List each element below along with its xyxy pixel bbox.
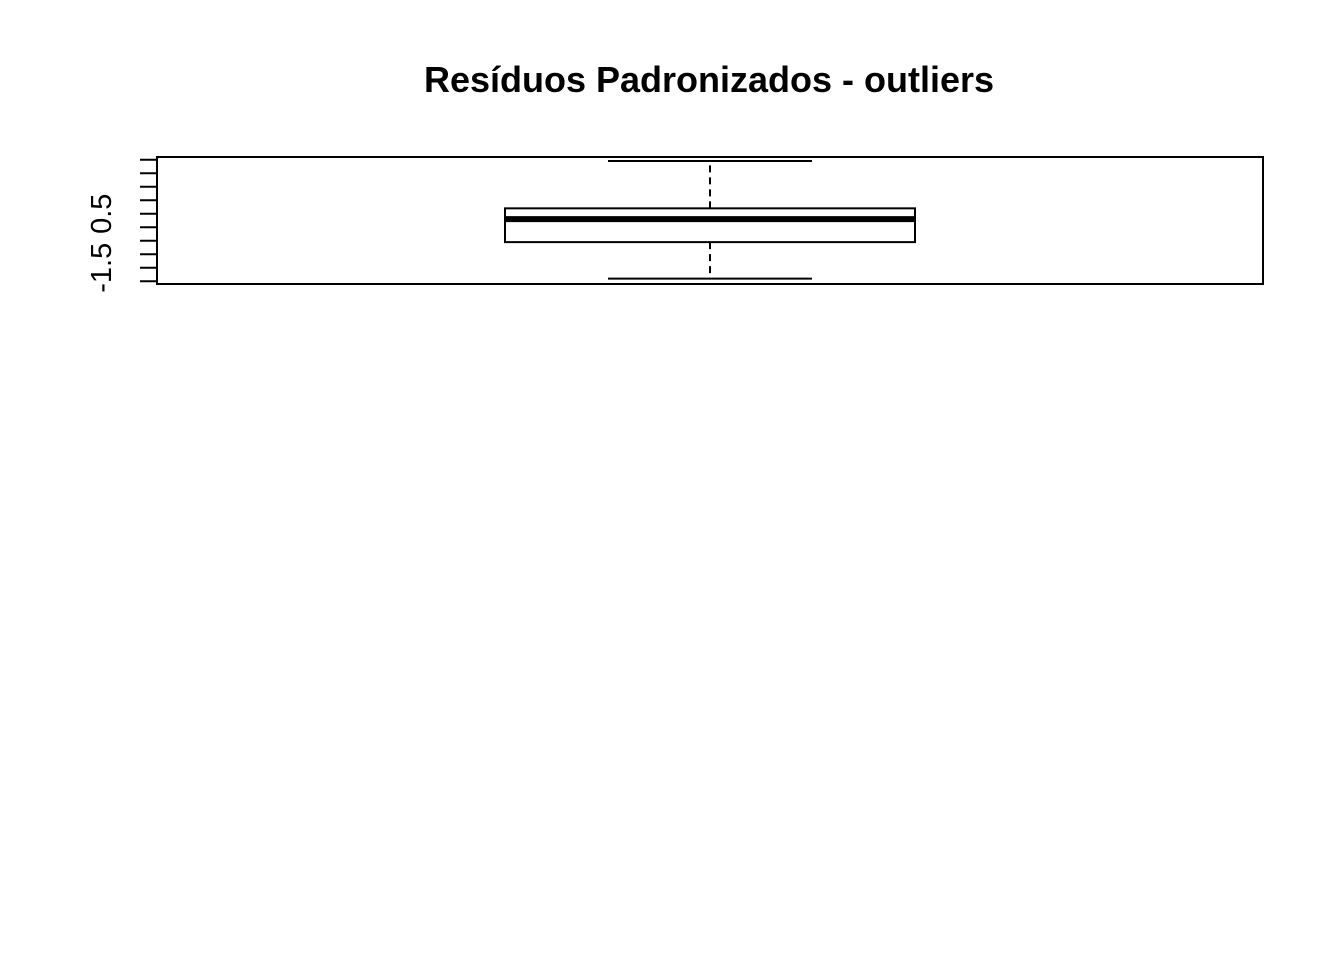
box-iqr [504,207,916,244]
boxplot [504,160,916,280]
chart-title: Resíduos Padronizados - outliers [424,59,994,100]
y-tick-label-1: 0.5 [86,194,118,234]
y-axis: -1.5 0.5 [86,158,158,293]
y-tick-label-0: -1.5 [86,243,118,293]
